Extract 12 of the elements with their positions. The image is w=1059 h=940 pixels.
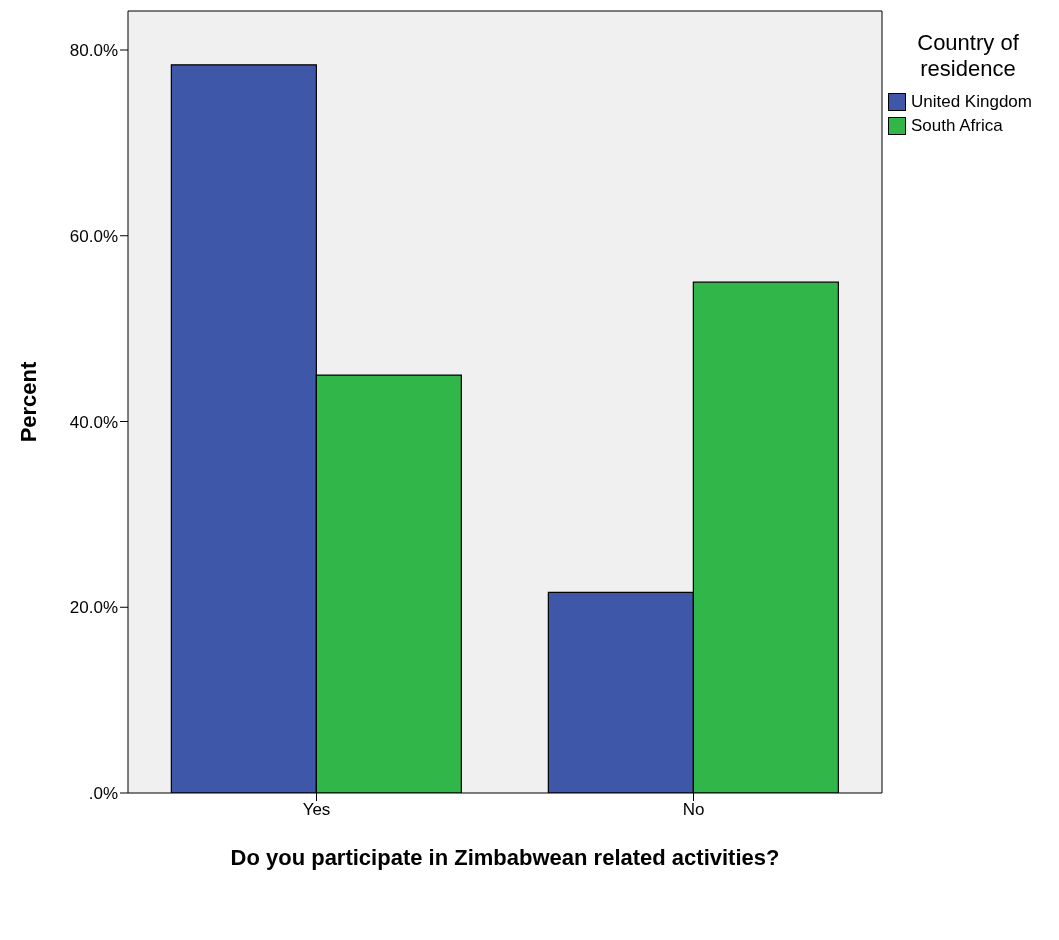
y-axis-title: Percent: [15, 360, 41, 443]
legend-label: United Kingdom: [911, 92, 1032, 112]
y-tick-label: 40.0%: [69, 412, 118, 432]
legend-title: Country of residence: [916, 30, 1020, 82]
y-tick-label: 20.0%: [69, 598, 118, 618]
y-tick-label: 60.0%: [69, 226, 118, 246]
y-tick-label: 80.0%: [69, 41, 118, 61]
x-tick-label: No: [682, 800, 705, 820]
y-tick-label: .0%: [88, 784, 118, 804]
x-tick-label: Yes: [302, 800, 331, 820]
x-axis-title: Do you participate in Zimbabwean related activities?: [230, 845, 780, 870]
legend-label: South Africa: [911, 116, 1003, 136]
